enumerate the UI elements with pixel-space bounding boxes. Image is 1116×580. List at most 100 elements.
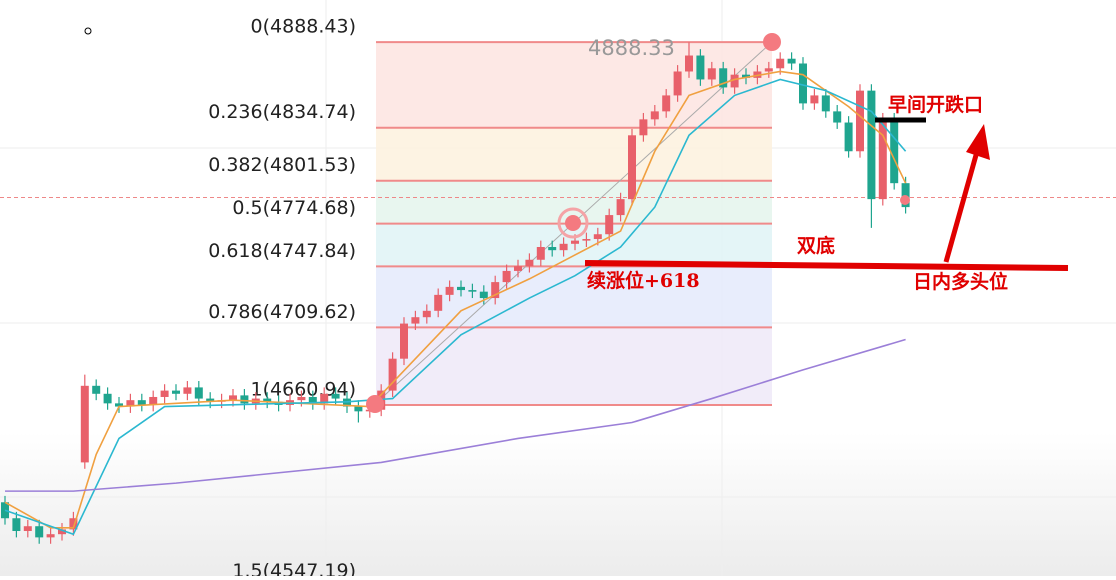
candle-body [400,323,408,359]
arrow-shaft [943,147,981,263]
fib-band [376,127,772,181]
candle-body [764,68,773,72]
candle-body [160,390,169,397]
annotation: 日内多头位 [913,270,1008,293]
fib-label: 0.5(4774.68) [232,197,356,219]
annotation: 早间开跌口 [888,93,983,116]
ma-line [4,70,907,529]
candle-body [559,243,568,251]
candle-body [422,310,431,318]
arrow-head [966,124,990,160]
candle-body [468,290,477,292]
ma-line [5,338,906,492]
candle-body [35,526,44,538]
candle-body [479,291,488,299]
anchor-point [763,33,781,51]
candle-body [514,266,522,271]
marker [84,27,92,35]
candle-body [229,395,237,401]
candle-body [571,240,579,244]
support-line [584,260,1069,271]
candle-body [263,398,272,402]
candle-body [194,387,203,399]
fib-band [376,42,772,128]
candle-body [115,403,123,407]
candle-body [457,286,465,291]
candle-body [662,95,671,112]
candle-body [719,68,728,88]
candle-body [628,135,636,200]
candle-body [354,406,363,412]
candle-body [525,259,534,267]
candle-body [46,534,55,538]
high-label: 4888.33 [588,36,675,60]
candle-body [80,385,89,463]
candle-body [1,502,9,519]
annotation: 续涨位+618 [587,269,700,292]
annotation: 双底 [797,234,835,257]
candle-body [742,74,750,78]
candle-body [183,387,192,394]
candle-body [103,393,112,404]
candle-body [776,58,785,69]
candle-body [844,122,853,152]
candle-body [685,55,693,72]
anchor-point [366,395,384,413]
candle-body [673,71,682,96]
candle-body [799,63,807,104]
candle-body [582,239,591,241]
candle-body [491,282,500,299]
candle-body [12,518,21,532]
target-ring [557,207,589,239]
candle-body [297,396,306,401]
candle-body [126,400,135,407]
candle-body [320,393,329,404]
candle-body [411,317,420,324]
candle-body [878,119,887,200]
candle-body [833,111,842,123]
candle-body [650,111,659,120]
candle-body [730,74,739,88]
candle-body [69,518,78,530]
candle-body [810,95,819,104]
candle-body [149,396,158,405]
candle-body [58,529,66,535]
fib-label: 0.786(4709.62) [208,301,356,323]
candle-body [502,270,511,283]
candle-body [23,526,32,532]
candle-body [240,395,249,404]
candle-body [593,234,602,240]
candle-body [696,55,705,80]
fib-label: 1(4660.94) [251,379,356,401]
candle-body [639,119,648,136]
fib-label: 1.5(4547.19) [232,560,356,576]
ma-line [4,78,907,536]
candle-body [821,95,830,112]
candle-body [867,90,876,200]
candle-body [605,215,614,235]
candle-body [787,58,796,64]
fib-label: 0.236(4834.74) [208,101,356,123]
fib-label: 0.618(4747.84) [208,240,356,262]
candle-body [536,246,545,260]
fib-label: 0(4888.43) [251,16,356,38]
fib-band [376,327,772,406]
candle-body [616,199,625,216]
candle-body [707,68,716,80]
target-dot [565,215,581,231]
candle-body [856,90,864,152]
last-dot [900,195,910,205]
candle-body [331,393,340,399]
candle-body [308,396,317,404]
candle-body [206,398,215,402]
fib-label: 0.382(4801.53) [208,154,356,176]
candle-body [434,294,443,311]
candle-body [172,390,180,394]
candle-body [445,286,454,295]
candle-body [890,119,899,184]
candle-body [388,358,397,391]
candle-body [548,246,557,251]
candle-body [92,385,101,394]
